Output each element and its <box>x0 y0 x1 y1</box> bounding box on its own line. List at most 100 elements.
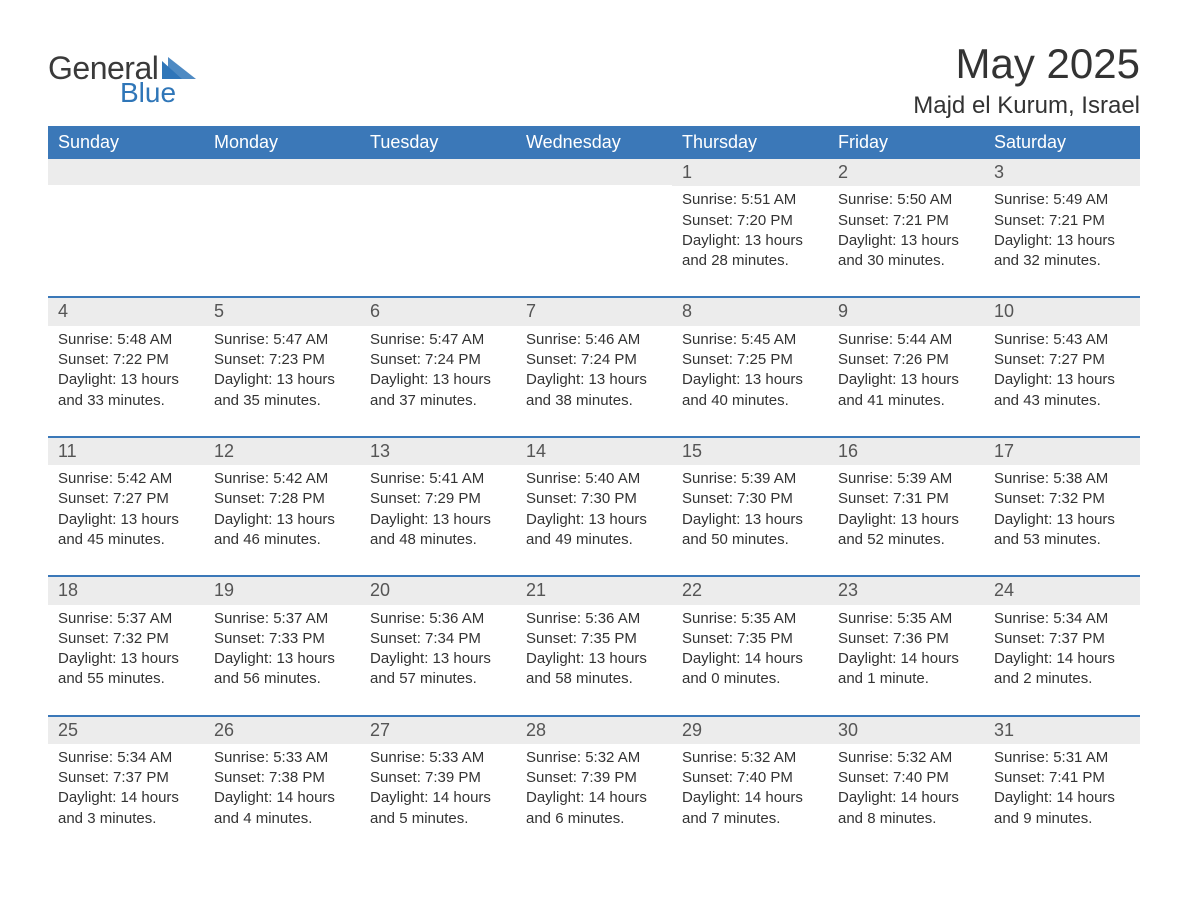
calendar-day-cell: 30Sunrise: 5:32 AMSunset: 7:40 PMDayligh… <box>828 715 984 854</box>
day-number: 11 <box>48 436 204 465</box>
sunrise-line: Sunrise: 5:47 AM <box>214 330 350 350</box>
sunset-line: Sunset: 7:39 PM <box>370 768 506 788</box>
sunset-line: Sunset: 7:28 PM <box>214 489 350 509</box>
daylight-label: Daylight: <box>214 650 272 667</box>
day-details: Sunrise: 5:44 AMSunset: 7:26 PMDaylight:… <box>828 326 984 436</box>
sunset-label: Sunset: <box>58 769 109 786</box>
sunset-label: Sunset: <box>838 769 889 786</box>
day-details: Sunrise: 5:32 AMSunset: 7:40 PMDaylight:… <box>672 744 828 854</box>
calendar-day-cell: 28Sunrise: 5:32 AMSunset: 7:39 PMDayligh… <box>516 715 672 854</box>
day-details: Sunrise: 5:48 AMSunset: 7:22 PMDaylight:… <box>48 326 204 436</box>
day-number: 24 <box>984 575 1140 604</box>
sunrise-value: 5:36 AM <box>585 610 640 627</box>
daylight-label: Daylight: <box>526 789 584 806</box>
daylight-label: Daylight: <box>838 232 896 249</box>
empty-day-body <box>48 185 204 295</box>
sunset-value: 7:40 PM <box>893 769 949 786</box>
calendar-table: SundayMondayTuesdayWednesdayThursdayFrid… <box>48 126 1140 854</box>
sunrise-line: Sunrise: 5:41 AM <box>370 469 506 489</box>
daylight-line: Daylight: 13 hours and 43 minutes. <box>994 370 1130 411</box>
daylight-label: Daylight: <box>682 650 740 667</box>
sunset-line: Sunset: 7:39 PM <box>526 768 662 788</box>
calendar-day-cell: 11Sunrise: 5:42 AMSunset: 7:27 PMDayligh… <box>48 436 204 575</box>
day-details: Sunrise: 5:39 AMSunset: 7:30 PMDaylight:… <box>672 465 828 575</box>
sunset-label: Sunset: <box>994 769 1045 786</box>
day-number: 1 <box>672 159 828 186</box>
daylight-line: Daylight: 14 hours and 1 minute. <box>838 649 974 690</box>
sunrise-value: 5:45 AM <box>741 331 796 348</box>
calendar-day-cell: 10Sunrise: 5:43 AMSunset: 7:27 PMDayligh… <box>984 296 1140 435</box>
sunrise-line: Sunrise: 5:40 AM <box>526 469 662 489</box>
calendar-day-cell: 18Sunrise: 5:37 AMSunset: 7:32 PMDayligh… <box>48 575 204 714</box>
day-number: 3 <box>984 159 1140 186</box>
daylight-label: Daylight: <box>214 371 272 388</box>
sunrise-label: Sunrise: <box>214 610 269 627</box>
empty-day-body <box>360 185 516 295</box>
day-details: Sunrise: 5:34 AMSunset: 7:37 PMDaylight:… <box>984 605 1140 715</box>
day-number: 14 <box>516 436 672 465</box>
sunset-value: 7:29 PM <box>425 490 481 507</box>
day-details: Sunrise: 5:34 AMSunset: 7:37 PMDaylight:… <box>48 744 204 854</box>
sunset-label: Sunset: <box>58 630 109 647</box>
day-number: 13 <box>360 436 516 465</box>
sunset-value: 7:21 PM <box>893 212 949 229</box>
calendar-empty-cell <box>48 159 204 296</box>
sunset-line: Sunset: 7:41 PM <box>994 768 1130 788</box>
sunset-line: Sunset: 7:32 PM <box>994 489 1130 509</box>
sunset-label: Sunset: <box>370 490 421 507</box>
sunrise-line: Sunrise: 5:35 AM <box>838 609 974 629</box>
sunset-value: 7:38 PM <box>269 769 325 786</box>
calendar-day-cell: 3Sunrise: 5:49 AMSunset: 7:21 PMDaylight… <box>984 159 1140 296</box>
sunrise-label: Sunrise: <box>682 470 737 487</box>
day-number: 27 <box>360 715 516 744</box>
sunset-label: Sunset: <box>370 630 421 647</box>
daylight-label: Daylight: <box>994 650 1052 667</box>
sunrise-label: Sunrise: <box>58 470 113 487</box>
sunrise-line: Sunrise: 5:36 AM <box>526 609 662 629</box>
sunset-value: 7:28 PM <box>269 490 325 507</box>
sunrise-line: Sunrise: 5:42 AM <box>58 469 194 489</box>
calendar-day-cell: 5Sunrise: 5:47 AMSunset: 7:23 PMDaylight… <box>204 296 360 435</box>
day-number: 9 <box>828 296 984 325</box>
sunset-label: Sunset: <box>682 351 733 368</box>
day-details: Sunrise: 5:46 AMSunset: 7:24 PMDaylight:… <box>516 326 672 436</box>
day-number: 6 <box>360 296 516 325</box>
day-number: 15 <box>672 436 828 465</box>
daylight-line: Daylight: 13 hours and 58 minutes. <box>526 649 662 690</box>
weekday-header: Wednesday <box>516 126 672 159</box>
sunrise-label: Sunrise: <box>214 470 269 487</box>
sunset-label: Sunset: <box>682 769 733 786</box>
daylight-line: Daylight: 13 hours and 48 minutes. <box>370 510 506 551</box>
sunrise-value: 5:37 AM <box>273 610 328 627</box>
daylight-line: Daylight: 13 hours and 33 minutes. <box>58 370 194 411</box>
sunset-label: Sunset: <box>838 630 889 647</box>
sunrise-label: Sunrise: <box>682 610 737 627</box>
sunset-value: 7:35 PM <box>581 630 637 647</box>
daylight-label: Daylight: <box>994 511 1052 528</box>
sunrise-label: Sunrise: <box>214 331 269 348</box>
day-details: Sunrise: 5:51 AMSunset: 7:20 PMDaylight:… <box>672 186 828 296</box>
sunrise-line: Sunrise: 5:32 AM <box>682 748 818 768</box>
day-number: 22 <box>672 575 828 604</box>
sunset-value: 7:26 PM <box>893 351 949 368</box>
sunset-line: Sunset: 7:37 PM <box>58 768 194 788</box>
sunrise-line: Sunrise: 5:31 AM <box>994 748 1130 768</box>
sunset-value: 7:21 PM <box>1049 212 1105 229</box>
sunset-line: Sunset: 7:36 PM <box>838 629 974 649</box>
daylight-line: Daylight: 13 hours and 56 minutes. <box>214 649 350 690</box>
calendar-day-cell: 17Sunrise: 5:38 AMSunset: 7:32 PMDayligh… <box>984 436 1140 575</box>
sunset-label: Sunset: <box>58 351 109 368</box>
sunrise-line: Sunrise: 5:33 AM <box>370 748 506 768</box>
sunset-line: Sunset: 7:21 PM <box>994 211 1130 231</box>
brand-logo: General Blue <box>48 40 196 109</box>
day-details: Sunrise: 5:33 AMSunset: 7:38 PMDaylight:… <box>204 744 360 854</box>
sunset-label: Sunset: <box>994 351 1045 368</box>
calendar-day-cell: 21Sunrise: 5:36 AMSunset: 7:35 PMDayligh… <box>516 575 672 714</box>
sunset-line: Sunset: 7:35 PM <box>526 629 662 649</box>
sunset-line: Sunset: 7:26 PM <box>838 350 974 370</box>
sunrise-line: Sunrise: 5:39 AM <box>682 469 818 489</box>
daylight-label: Daylight: <box>214 789 272 806</box>
sunset-line: Sunset: 7:24 PM <box>526 350 662 370</box>
sunrise-line: Sunrise: 5:39 AM <box>838 469 974 489</box>
daylight-label: Daylight: <box>58 650 116 667</box>
